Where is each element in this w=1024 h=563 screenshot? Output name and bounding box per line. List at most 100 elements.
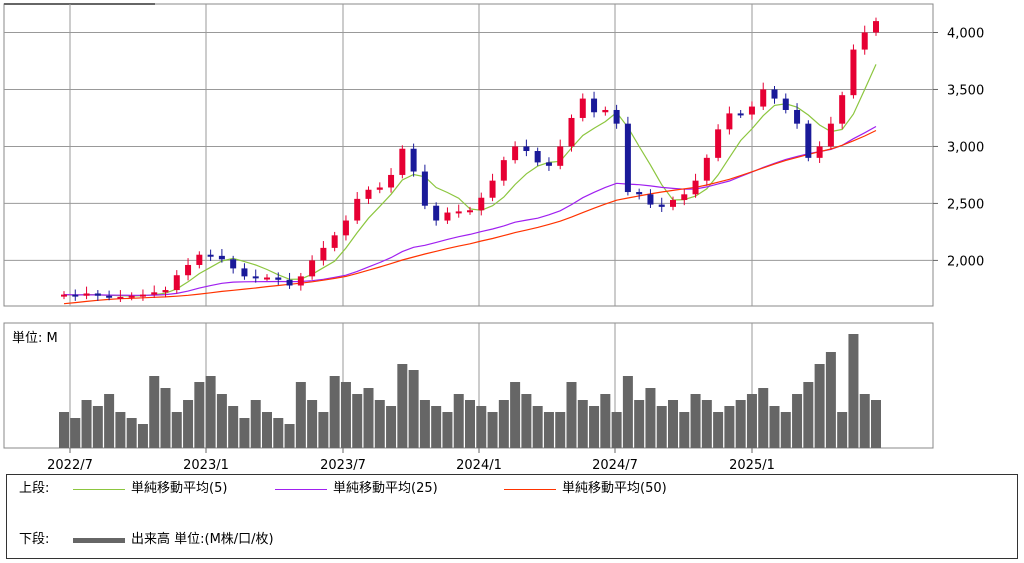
volume-bar-8: [149, 376, 160, 448]
volume-panel: 単位: M: [3, 322, 934, 449]
candle-body-39: [500, 160, 507, 181]
volume-bar-50: [622, 376, 633, 448]
volume-bar-13: [205, 376, 216, 448]
price-tick-label-4: 4,000: [947, 26, 984, 41]
volume-bar-72: [871, 400, 881, 448]
volume-bar-62: [758, 388, 769, 448]
volume-bar-70: [848, 334, 859, 448]
candle-body-19: [275, 277, 282, 280]
volume-bar-21: [295, 382, 306, 448]
volume-bar-56: [690, 394, 701, 448]
volume-bar-10: [171, 412, 182, 448]
x-tick-label-2: 2023/7: [320, 458, 366, 473]
candle-body-64: [782, 98, 789, 110]
candle-body-26: [354, 198, 361, 221]
candle-body-45: [568, 117, 575, 147]
legend-item-ma50: 単純移動平均(50): [504, 479, 667, 499]
price-tick-label-1: 2,500: [947, 197, 984, 212]
volume-bar-61: [746, 394, 757, 448]
volume-bar-41: [521, 394, 532, 448]
volume-label: 出来高 単位:(M株/口/枚): [131, 532, 274, 547]
volume-bar-25: [340, 382, 351, 448]
volume-bar-4: [104, 394, 115, 448]
candle-body-36: [467, 210, 473, 213]
candle-body-22: [309, 260, 316, 277]
volume-bar-54: [668, 400, 678, 448]
candlesticks: [61, 17, 879, 303]
volume-bar-46: [577, 400, 588, 448]
volume-bar-22: [307, 400, 318, 448]
candle-body-4: [106, 295, 113, 298]
candle-body-17: [252, 276, 259, 279]
candle-body-35: [455, 211, 462, 214]
volume-bar-28: [374, 400, 385, 448]
volume-bar-66: [803, 382, 814, 448]
candle-body-47: [591, 98, 598, 113]
legend-lower-label: 下段:: [19, 532, 50, 547]
candle-body-63: [771, 89, 778, 99]
candle-body-41: [523, 146, 530, 152]
ma5-swatch: [73, 488, 125, 490]
ma-line-2: [63, 129, 877, 305]
candle-body-28: [376, 187, 383, 190]
volume-bar-52: [645, 388, 656, 448]
candle-body-52: [647, 194, 654, 205]
volume-bar-32: [419, 400, 430, 448]
candle-body-43: [545, 162, 552, 166]
volume-bar-65: [792, 394, 803, 448]
candle-body-24: [331, 235, 338, 248]
candle-body-44: [557, 146, 564, 166]
candle-body-42: [534, 151, 541, 163]
candle-body-69: [839, 95, 846, 124]
volume-bar-31: [408, 370, 419, 448]
volume-bar-16: [239, 418, 250, 448]
volume-bar-33: [431, 406, 442, 448]
candle-body-49: [613, 109, 620, 124]
candle-body-53: [658, 204, 665, 207]
volume-bar-59: [724, 406, 735, 448]
candle-body-32: [421, 171, 428, 206]
legend-item-ma25: 単純移動平均(25): [275, 479, 438, 499]
candle-body-58: [715, 129, 722, 158]
candle-body-67: [816, 146, 823, 158]
volume-bar-47: [589, 406, 600, 448]
candle-body-13: [207, 254, 214, 257]
volume-bar-0: [59, 412, 69, 448]
volume-bar-12: [194, 382, 205, 448]
volume-bar-55: [679, 412, 690, 448]
volume-bar-15: [228, 406, 239, 448]
candle-body-46: [579, 98, 586, 118]
volume-bar-1: [70, 418, 81, 448]
ma5-label: 単純移動平均(5): [131, 481, 228, 496]
volume-bar-36: [465, 400, 475, 448]
volume-bar-71: [859, 394, 870, 448]
volume-bar-6: [126, 418, 137, 448]
candle-body-33: [433, 205, 440, 221]
candle-body-12: [196, 254, 203, 265]
candle-body-72: [873, 21, 879, 33]
candle-body-21: [297, 276, 304, 286]
ma-line-1: [63, 125, 877, 296]
legend-box: 上段: 単純移動平均(5) 単純移動平均(25) 単純移動平均(50) 下段: …: [6, 474, 1018, 559]
volume-bar-67: [814, 364, 825, 448]
ma50-label: 単純移動平均(50): [562, 481, 667, 496]
x-tick-label-0: 2022/7: [47, 458, 93, 473]
volume-bar-7: [137, 424, 148, 448]
volume-bar-5: [115, 412, 126, 448]
volume-bar-48: [600, 394, 611, 448]
volume-bar-24: [329, 376, 340, 448]
candle-body-20: [286, 279, 293, 286]
candle-body-56: [692, 180, 699, 195]
candle-body-6: [128, 295, 135, 298]
candle-body-48: [602, 109, 609, 113]
candle-body-70: [850, 49, 857, 96]
candle-body-57: [703, 157, 710, 181]
volume-bar-3: [92, 406, 103, 448]
volume-bar-43: [543, 412, 554, 448]
volume-bar-60: [735, 400, 746, 448]
candle-body-25: [342, 220, 349, 236]
candle-body-68: [827, 123, 834, 147]
volume-bar-42: [532, 406, 543, 448]
ma25-label: 単純移動平均(25): [333, 481, 438, 496]
